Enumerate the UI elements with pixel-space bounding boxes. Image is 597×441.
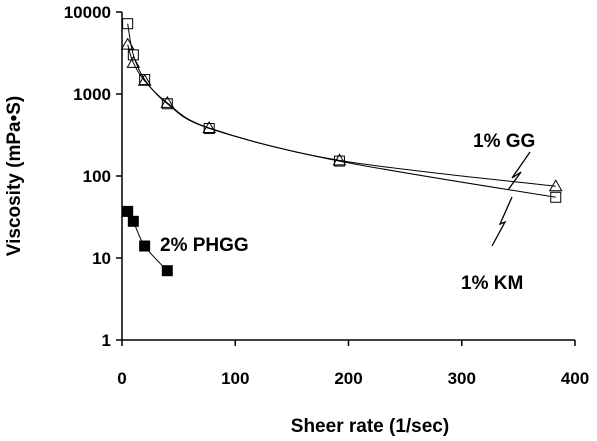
data-point-gg xyxy=(332,153,347,166)
data-point-gg xyxy=(120,37,135,50)
series-label-km: 1% KM xyxy=(461,273,523,294)
y-tick-label: 10000 xyxy=(64,3,111,22)
y-tick-label: 1 xyxy=(102,331,111,350)
data-point-km xyxy=(122,18,134,30)
data-point-gg xyxy=(126,55,141,68)
data-point-gg xyxy=(137,73,152,86)
y-axis-title: Viscosity (mPa•S) xyxy=(4,96,25,256)
x-tick-label: 100 xyxy=(221,369,249,388)
series-label-phgg: 2% PHGG xyxy=(160,235,249,256)
data-point-km xyxy=(127,49,139,61)
x-tick-label: 200 xyxy=(334,369,362,388)
fit-curve-gg xyxy=(127,44,556,187)
ticks: 0 100 200 300 400 1 10 100 1000 10000 xyxy=(64,3,589,388)
data-point-km xyxy=(333,155,345,167)
data-point-gg xyxy=(548,179,563,192)
fit-curve-km xyxy=(127,23,556,198)
data-point-gg xyxy=(160,95,175,108)
x-tick-label: 0 xyxy=(117,369,126,388)
x-tick-label: 400 xyxy=(561,369,589,388)
x-tick-label: 300 xyxy=(448,369,476,388)
y-tick-label: 10 xyxy=(92,249,111,268)
data-point-phgg xyxy=(161,265,173,277)
label-leader-km xyxy=(491,196,513,247)
data-point-km xyxy=(203,122,215,134)
data-point-km xyxy=(550,191,562,203)
y-tick-label: 1000 xyxy=(73,85,111,104)
label-leader-gg xyxy=(507,151,531,191)
data-points xyxy=(120,18,563,277)
data-point-phgg xyxy=(122,205,134,217)
series-label-gg: 1% GG xyxy=(473,131,535,152)
y-tick-label: 100 xyxy=(83,167,111,186)
data-point-km xyxy=(139,74,151,86)
x-axis-title: Sheer rate (1/sec) xyxy=(291,416,449,437)
data-point-gg xyxy=(202,120,217,133)
data-point-phgg xyxy=(127,215,139,227)
data-point-km xyxy=(161,98,173,110)
data-point-phgg xyxy=(139,240,151,252)
